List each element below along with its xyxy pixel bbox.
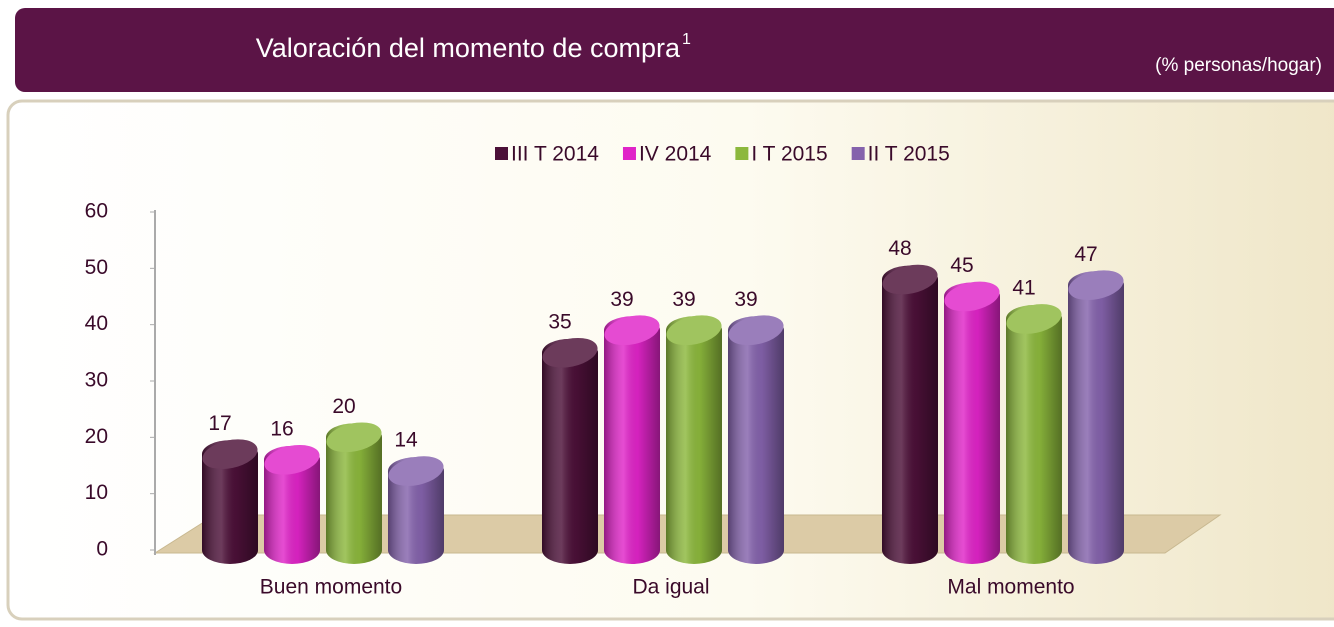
bar-top-shine: [202, 439, 258, 470]
bar-shading: [604, 316, 660, 564]
bar-top: [264, 444, 320, 475]
y-tick-label: 10: [85, 481, 108, 504]
y-tick-label: 40: [85, 312, 108, 335]
data-label: 47: [1074, 243, 1097, 266]
bar-top: [388, 456, 444, 487]
data-label: 20: [332, 395, 355, 418]
legend-swatch: [851, 147, 865, 160]
legend-swatch: [735, 147, 749, 160]
y-tick-label: 20: [85, 425, 108, 448]
bar-shading: [944, 282, 1000, 564]
title-superscript: 1: [682, 31, 691, 48]
data-label: 39: [610, 288, 633, 311]
bar-shading: [728, 316, 784, 564]
data-label: 35: [548, 310, 571, 333]
bar-shading: [326, 423, 382, 564]
bar-top: [666, 315, 722, 346]
y-tick-label: 60: [85, 200, 108, 223]
bar-top-shine: [1068, 270, 1124, 301]
y-tick-label: 30: [85, 369, 108, 392]
bar-shading: [1068, 271, 1124, 564]
bar-top-shine: [882, 264, 938, 295]
legend-swatch: [495, 147, 508, 160]
data-label: 17: [208, 412, 231, 435]
header-bar: [15, 8, 1334, 92]
bar-top: [1068, 270, 1124, 301]
data-label: 41: [1012, 277, 1035, 300]
legend-label: II T 2015: [868, 143, 950, 166]
y-tick-label: 0: [96, 538, 108, 561]
bar-top: [944, 281, 1000, 312]
bar-top-shine: [388, 456, 444, 487]
legend-label: IV 2014: [639, 143, 712, 166]
bar-top: [202, 439, 258, 470]
bar-top: [604, 315, 660, 346]
bar-top-shine: [728, 315, 784, 346]
data-label: 45: [950, 254, 973, 277]
data-label: 14: [394, 429, 418, 452]
bar-shading: [1006, 305, 1062, 564]
bar-top-shine: [326, 422, 382, 453]
bar-shading: [882, 265, 938, 564]
bar-top: [1006, 304, 1062, 334]
bar-shading: [542, 338, 598, 564]
bar-top-shine: [604, 315, 660, 346]
bar-top-shine: [666, 315, 722, 346]
bar-top: [326, 422, 382, 453]
chart-title: Valoración del momento de compra: [256, 33, 681, 63]
data-label: 39: [672, 288, 695, 311]
legend-label: I T 2015: [751, 143, 827, 166]
bar-shading: [202, 440, 258, 564]
legend-label: III T 2014: [511, 143, 599, 166]
bar-top: [882, 264, 938, 295]
data-label: 39: [734, 288, 757, 311]
legend-swatch: [622, 147, 636, 160]
x-tick-label: Mal momento: [947, 576, 1074, 599]
bar-top-shine: [542, 337, 598, 368]
bar-shading: [666, 316, 722, 564]
bar-shading: [264, 445, 320, 564]
x-tick-label: Da igual: [632, 576, 709, 599]
data-label: 16: [270, 417, 293, 440]
bar-top-shine: [1006, 304, 1062, 334]
data-label: 48: [888, 237, 911, 260]
subtitle: (% personas/hogar): [1155, 55, 1322, 76]
bar-top-shine: [944, 281, 1000, 312]
y-tick-label: 50: [85, 256, 108, 279]
x-tick-label: Buen momento: [260, 576, 402, 599]
bar-top-shine: [264, 444, 320, 475]
bar-top: [542, 337, 598, 368]
bar-top: [728, 315, 784, 346]
